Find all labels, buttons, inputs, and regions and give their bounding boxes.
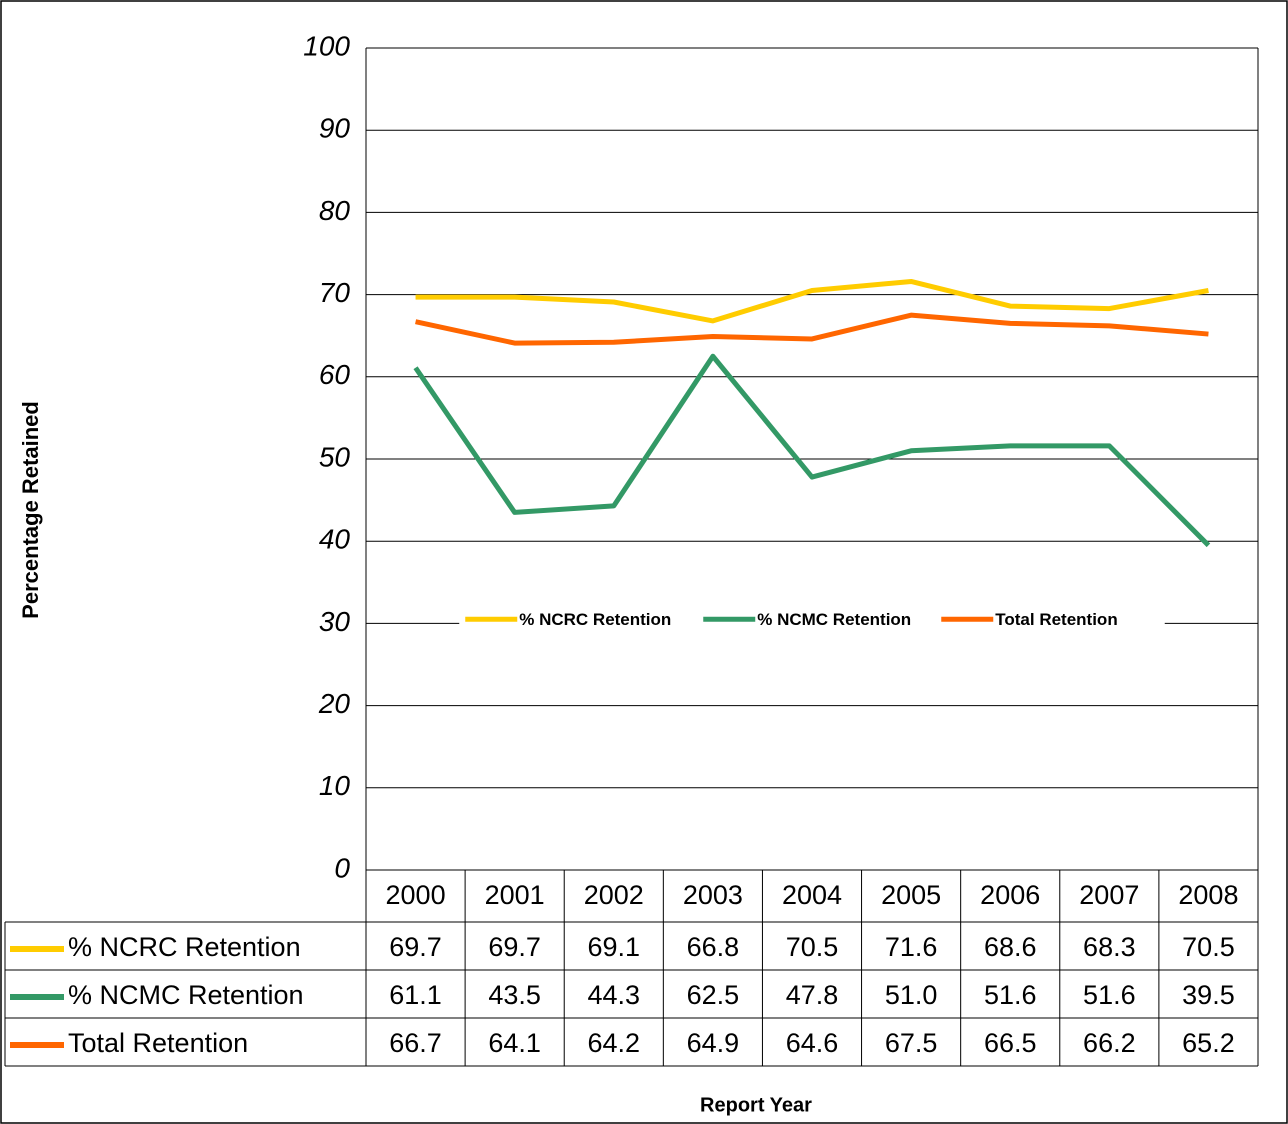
table-value: 66.5 (984, 1028, 1037, 1058)
series-line (413, 353, 1211, 548)
x-tick-label: 2007 (1079, 880, 1139, 910)
y-tick-label: 60 (319, 359, 351, 390)
table-value: 68.6 (984, 932, 1037, 962)
y-tick-label: 40 (319, 524, 351, 555)
table-value: 66.7 (389, 1028, 442, 1058)
table-value: 69.1 (587, 932, 640, 962)
x-tick-label: 2006 (980, 880, 1040, 910)
legend-label: % NCMC Retention (757, 610, 911, 629)
series-line (415, 312, 1209, 346)
table-value: 66.8 (687, 932, 740, 962)
x-axis-title: Report Year (700, 1094, 812, 1116)
y-tick-label: 0 (334, 852, 350, 883)
x-tick-label: 2001 (485, 880, 545, 910)
table-row-label: % NCRC Retention (68, 932, 301, 962)
y-tick-label: 50 (319, 441, 351, 472)
table-value: 47.8 (786, 980, 839, 1010)
table-value: 65.2 (1182, 1028, 1235, 1058)
table-value: 64.2 (587, 1028, 640, 1058)
y-tick-label: 70 (319, 277, 351, 308)
legend-label: Total Retention (995, 610, 1117, 629)
x-tick-label: 2003 (683, 880, 743, 910)
y-tick-label: 100 (303, 30, 350, 61)
y-tick-label: 90 (319, 113, 351, 144)
table-row-label: Total Retention (68, 1028, 248, 1058)
table-value: 69.7 (488, 932, 541, 962)
x-tick-label: 2005 (881, 880, 941, 910)
x-tick-label: 2008 (1178, 880, 1238, 910)
legend-label: % NCRC Retention (519, 610, 671, 629)
series-line (415, 278, 1209, 324)
y-axis-title: Percentage Retained (18, 401, 43, 619)
y-tick-label: 10 (319, 770, 351, 801)
x-tick-label: 2000 (386, 880, 446, 910)
table-value: 64.9 (687, 1028, 740, 1058)
table-row-label: % NCMC Retention (68, 980, 304, 1010)
table-value: 51.0 (885, 980, 938, 1010)
table-value: 64.1 (488, 1028, 541, 1058)
table-value: 61.1 (389, 980, 442, 1010)
table-value: 43.5 (488, 980, 541, 1010)
table-value: 51.6 (1083, 980, 1136, 1010)
table-value: 71.6 (885, 932, 938, 962)
table-value: 68.3 (1083, 932, 1136, 962)
x-tick-label: 2002 (584, 880, 644, 910)
table-value: 70.5 (786, 932, 839, 962)
legend-box (459, 601, 1165, 638)
table-value: 62.5 (687, 980, 740, 1010)
y-tick-label: 20 (318, 688, 351, 719)
table-value: 44.3 (587, 980, 640, 1010)
table-value: 66.2 (1083, 1028, 1136, 1058)
x-tick-label: 2004 (782, 880, 842, 910)
table-value: 69.7 (389, 932, 442, 962)
table-value: 64.6 (786, 1028, 839, 1058)
table-value: 51.6 (984, 980, 1037, 1010)
y-tick-label: 80 (319, 195, 351, 226)
table-value: 39.5 (1182, 980, 1235, 1010)
table-value: 67.5 (885, 1028, 938, 1058)
table-value: 70.5 (1182, 932, 1235, 962)
y-tick-label: 30 (319, 606, 351, 637)
